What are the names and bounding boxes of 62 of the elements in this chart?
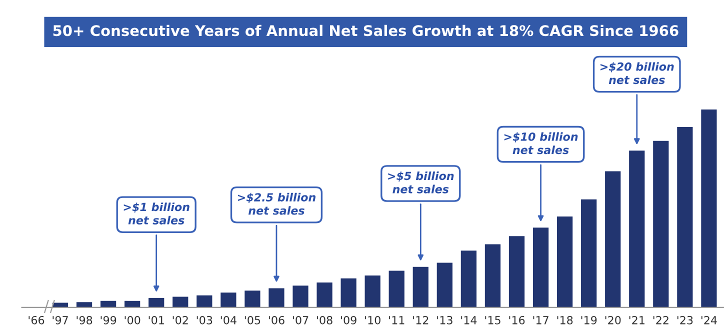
x-tick-label: '02 xyxy=(172,316,188,324)
annotation: >$20 billion net sales xyxy=(600,62,674,84)
bar xyxy=(701,109,717,308)
x-tick-label: '19 xyxy=(581,316,597,324)
x-tick-label: '24 xyxy=(701,316,717,324)
x-tick-label: '04 xyxy=(220,316,236,324)
x-tick-label: '05 xyxy=(244,316,260,324)
x-tick-label: '09 xyxy=(341,316,356,324)
bar xyxy=(653,140,669,308)
bar xyxy=(364,276,380,308)
x-tick-label: '23 xyxy=(677,316,693,324)
bar xyxy=(677,127,693,308)
bar xyxy=(388,270,404,308)
bar xyxy=(244,290,260,308)
x-tick-label: '17 xyxy=(533,316,548,324)
chart-title: 50+ Consecutive Years of Annual Net Sales Growth at 18% CAGR Since 1966 xyxy=(53,24,678,36)
bar xyxy=(460,250,476,308)
bar xyxy=(268,288,284,308)
bar xyxy=(172,296,188,308)
bar xyxy=(508,236,525,308)
bar xyxy=(100,300,116,308)
bar xyxy=(124,300,140,308)
bar xyxy=(196,295,212,308)
bar xyxy=(532,228,549,308)
x-tick-label: '01 xyxy=(148,316,164,324)
x-tick-label: '20 xyxy=(605,316,621,324)
x-tick-label: '12 xyxy=(413,316,428,324)
annotation: >$5 billion net sales xyxy=(388,171,454,194)
bar xyxy=(556,216,573,308)
x-tick-label: '00 xyxy=(124,316,140,324)
x-tick-label: '66 xyxy=(28,316,44,324)
x-tick-label: '99 xyxy=(100,316,116,324)
x-tick-label: '16 xyxy=(509,316,525,324)
annotation: >$2.5 billion net sales xyxy=(238,192,316,215)
bar xyxy=(436,262,452,308)
bar xyxy=(148,298,164,308)
x-tick-label: '18 xyxy=(557,316,573,324)
x-tick-label: '03 xyxy=(196,316,212,324)
x-tick-label: '22 xyxy=(653,316,668,324)
bar xyxy=(581,199,597,308)
x-tick-label: '08 xyxy=(317,316,332,324)
bar xyxy=(76,302,92,308)
bar xyxy=(220,292,236,308)
x-tick-label: '97 xyxy=(52,316,68,324)
bar xyxy=(292,286,308,308)
x-tick-label: '98 xyxy=(76,316,92,324)
x-tick-label: '21 xyxy=(629,316,644,324)
x-tick-label: '11 xyxy=(389,316,404,324)
x-tick-label: '15 xyxy=(485,316,500,324)
x-tick-label: '07 xyxy=(292,316,308,324)
bar xyxy=(484,244,501,308)
annotation: >$1 billion net sales xyxy=(124,202,190,224)
bar xyxy=(629,150,645,308)
bar xyxy=(340,278,356,308)
bar xyxy=(605,171,621,308)
x-tick-label: '10 xyxy=(365,316,380,324)
x-tick-label: '13 xyxy=(437,316,452,324)
bar xyxy=(412,266,428,308)
x-tick-label: '06 xyxy=(268,316,284,324)
x-tick-label: '14 xyxy=(461,316,477,324)
bar xyxy=(316,282,332,308)
annotation: >$10 billion net sales xyxy=(504,132,578,154)
